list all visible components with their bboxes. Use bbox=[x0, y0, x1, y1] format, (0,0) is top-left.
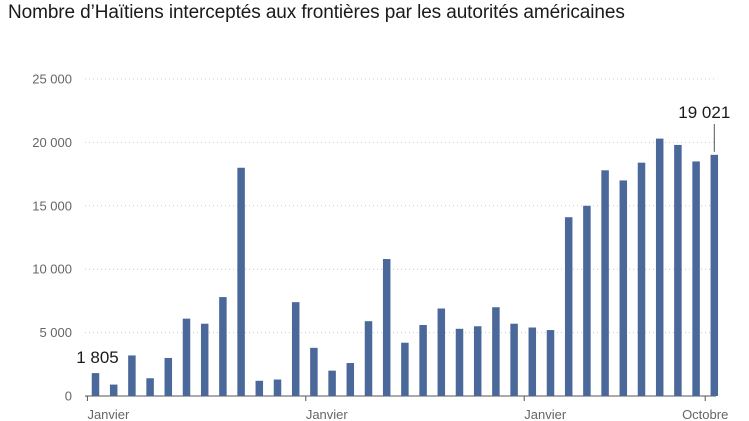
bar bbox=[237, 167, 245, 396]
x-axis-labels: Janvier Janvier Janvier Octobre bbox=[86, 396, 728, 421]
bar bbox=[601, 170, 609, 396]
bar bbox=[291, 302, 300, 396]
x-tick-label: Janvier bbox=[306, 407, 349, 421]
bar bbox=[419, 324, 427, 396]
x-tick-label: Janvier bbox=[87, 407, 130, 421]
bar bbox=[710, 154, 719, 396]
bar bbox=[492, 307, 500, 396]
data-label: 1 805 bbox=[76, 348, 119, 367]
chart-title: Nombre d’Haïtiens interceptés aux fronti… bbox=[8, 2, 625, 23]
bar bbox=[546, 330, 555, 396]
y-tick-label: 0 bbox=[65, 389, 72, 404]
bar bbox=[455, 328, 464, 396]
bar bbox=[437, 308, 446, 396]
bar bbox=[109, 384, 118, 396]
bar bbox=[637, 162, 646, 396]
bar bbox=[182, 318, 191, 396]
data-label: 19 021 bbox=[678, 103, 730, 122]
bar bbox=[619, 180, 628, 396]
x-tick-label: Octobre bbox=[682, 407, 728, 421]
y-tick-label: 10 000 bbox=[32, 262, 72, 277]
bar bbox=[200, 323, 209, 396]
bar bbox=[364, 321, 373, 396]
y-axis-ticks: 0 5 000 10 000 15 000 20 000 25 000 bbox=[32, 72, 72, 404]
bar bbox=[310, 347, 318, 396]
bar bbox=[328, 370, 336, 396]
bar bbox=[346, 363, 355, 396]
bar bbox=[382, 259, 391, 396]
bar bbox=[91, 373, 100, 396]
bar bbox=[692, 161, 700, 396]
y-tick-label: 25 000 bbox=[32, 72, 72, 87]
y-tick-label: 5 000 bbox=[39, 325, 72, 340]
bar bbox=[164, 357, 173, 396]
bar bbox=[146, 378, 154, 396]
annotations: 1 805 19 021 bbox=[76, 103, 730, 367]
bars bbox=[91, 138, 719, 396]
bar bbox=[528, 327, 537, 396]
bar bbox=[401, 342, 409, 396]
bar bbox=[219, 297, 227, 396]
bar bbox=[255, 380, 264, 396]
bar bbox=[473, 326, 482, 396]
y-tick-label: 15 000 bbox=[32, 198, 72, 213]
bar bbox=[655, 138, 664, 396]
bar bbox=[564, 217, 573, 396]
bar bbox=[273, 379, 282, 396]
bar bbox=[510, 323, 518, 396]
bar bbox=[128, 355, 136, 396]
y-tick-label: 20 000 bbox=[32, 135, 72, 150]
bar bbox=[674, 144, 682, 396]
x-tick-label: Janvier bbox=[524, 407, 567, 421]
bar bbox=[583, 205, 591, 396]
